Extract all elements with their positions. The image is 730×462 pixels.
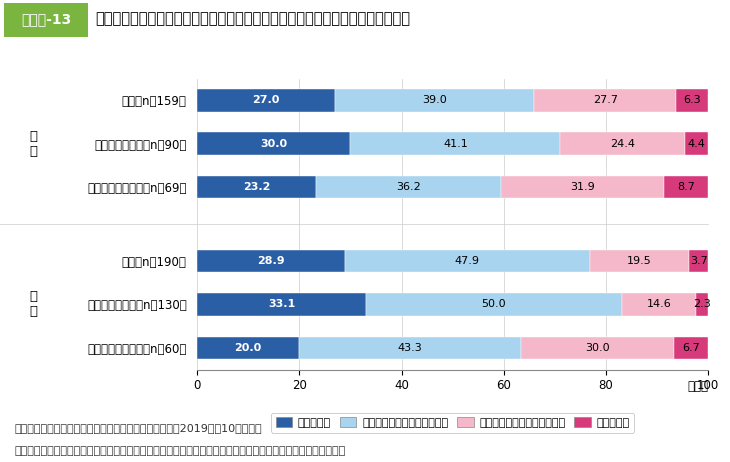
Bar [689,249,708,272]
Text: 27.0: 27.0 [253,95,280,105]
Text: 若い世代における伝統的な料理や作法等の継承と食育への関心との関連（性別）: 若い世代における伝統的な料理や作法等の継承と食育への関心との関連（性別） [95,12,410,26]
Text: 31.9: 31.9 [569,182,594,192]
Bar [299,337,520,359]
Text: 注：地域や家庭で受け継がれてきた伝統的な料理や作法等の継承について「わからない」と回答した人を除く。: 注：地域や家庭で受け継がれてきた伝統的な料理や作法等の継承について「わからない」… [15,446,346,456]
Text: 女
性: 女 性 [30,291,37,318]
Text: 24.4: 24.4 [610,139,635,149]
Text: 41.1: 41.1 [443,139,468,149]
Text: 28.9: 28.9 [257,256,285,266]
Bar [197,176,315,199]
Bar [674,337,708,359]
Text: 30.0: 30.0 [585,343,610,353]
Text: 50.0: 50.0 [482,299,507,310]
Bar [315,176,501,199]
Bar [366,293,622,316]
Text: 30.0: 30.0 [260,139,288,149]
Text: 8.7: 8.7 [677,182,695,192]
Text: 36.2: 36.2 [396,182,420,192]
Bar [501,176,664,199]
Bar [197,337,299,359]
Text: 4.4: 4.4 [688,139,705,149]
Text: 図表１-13: 図表１-13 [21,12,71,26]
Text: 19.5: 19.5 [627,256,652,266]
Bar [622,293,696,316]
Bar [676,89,708,111]
Text: 33.1: 33.1 [268,299,296,310]
Text: 43.3: 43.3 [398,343,423,353]
Text: 6.7: 6.7 [682,343,700,353]
Text: 14.6: 14.6 [647,299,672,310]
Text: 6.3: 6.3 [683,95,701,105]
Text: 39.0: 39.0 [423,95,447,105]
Text: （％）: （％） [687,381,708,394]
Bar [197,293,366,316]
Bar [590,249,689,272]
FancyBboxPatch shape [4,3,88,37]
Legend: 関心がある, どちらかといえば関心がある, どちらかといえば関心がない, 関心がない: 関心がある, どちらかといえば関心がある, どちらかといえば関心がない, 関心が… [271,413,634,432]
Bar [561,133,685,155]
Bar [350,133,561,155]
Bar [345,249,590,272]
Text: 47.9: 47.9 [455,256,480,266]
Bar [664,176,708,199]
Bar [197,249,345,272]
Text: 27.7: 27.7 [593,95,618,105]
Text: 3.7: 3.7 [690,256,707,266]
Bar [197,133,350,155]
Bar [534,89,676,111]
Bar [197,89,335,111]
Bar [696,293,708,316]
Text: 男
性: 男 性 [30,130,37,158]
Text: 資料：農林水産省「食育に関する意識調査」（令和元（2019）年10月実施）: 資料：農林水産省「食育に関する意識調査」（令和元（2019）年10月実施） [15,423,262,433]
Bar [520,337,674,359]
Bar [685,133,707,155]
Text: 23.2: 23.2 [242,182,270,192]
Text: 20.0: 20.0 [234,343,262,353]
Bar [335,89,534,111]
Text: 2.3: 2.3 [694,299,711,310]
